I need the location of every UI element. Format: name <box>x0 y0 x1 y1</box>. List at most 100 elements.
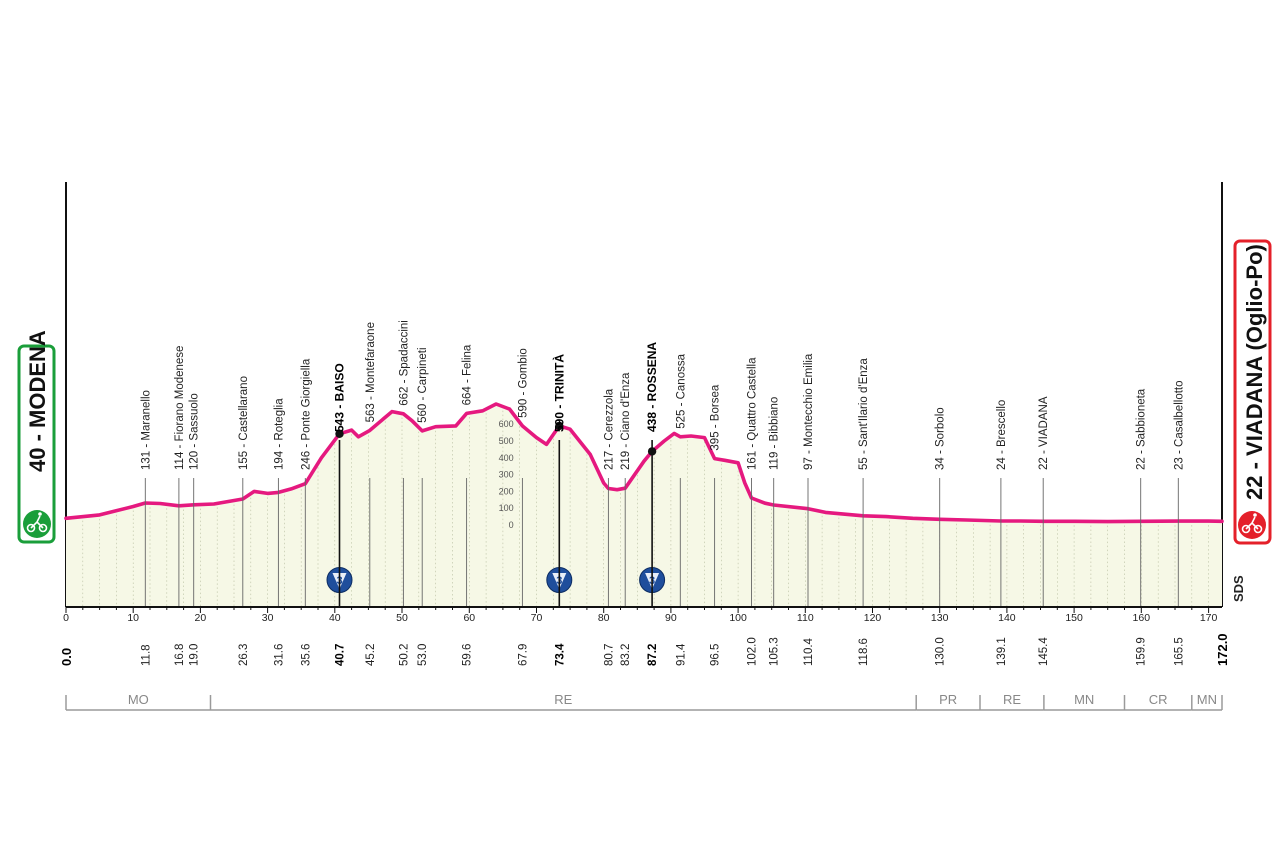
region-label: MN <box>1197 692 1217 707</box>
altitude-tick-label: 400 <box>499 453 514 463</box>
start-label: 40 - MODENA <box>25 330 50 472</box>
distance-tick-label: 50 <box>396 612 408 624</box>
waypoint-km-label: 96.5 <box>710 644 722 666</box>
waypoint-km-label: 118.6 <box>858 638 870 666</box>
finish-cyclist-icon <box>1238 511 1266 539</box>
waypoint-label: 114 - Fiorano Modenese <box>174 346 186 470</box>
regions-layer: MO RE PR RE MN CR MN <box>65 692 1223 711</box>
waypoint-km-label: 159.9 <box>1136 637 1148 666</box>
altitude-tick-label: 600 <box>499 419 514 429</box>
waypoint-label: 34 - Sorbolo <box>935 407 947 470</box>
waypoint-label: 219 - Ciano d'Enza <box>620 372 632 470</box>
distance-tick-label: 140 <box>998 612 1016 624</box>
waypoint-label: 97 - Montecchio Emilia <box>803 353 815 470</box>
waypoint-km-label: 105.3 <box>769 637 781 666</box>
sponsor-mark: SDS <box>1231 575 1246 602</box>
start-cyclist-head <box>38 512 42 516</box>
distance-tick-label: 70 <box>531 612 543 624</box>
waypoint-km-label: 80.7 <box>603 644 615 666</box>
waypoint-km-label: 110.4 <box>803 637 815 666</box>
distance-tick-label: 160 <box>1133 612 1151 624</box>
profile-area-fill <box>66 404 1222 607</box>
distance-axis-layer: 0 10 20 30 40 50 60 70 80 90 100 110 120 130 140 150 160… <box>63 606 1222 624</box>
waypoint-km-label: 73.4 <box>554 643 566 666</box>
waypoint-label: 217 - Cerezzola <box>603 388 615 470</box>
altitude-tick-label: 100 <box>499 503 514 513</box>
region-label: MO <box>128 692 149 707</box>
altitude-tick-label: 300 <box>499 470 514 480</box>
waypoint-label: 22 - Sabbioneta <box>1136 388 1148 470</box>
finish-cyclist-body <box>1245 516 1259 530</box>
distance-tick-label: 10 <box>127 612 139 624</box>
waypoint-km-label: 40.7 <box>335 644 347 666</box>
distance-tick-label: 0 <box>63 612 69 624</box>
waypoint-label: 194 - Roteglia <box>273 398 285 470</box>
start-cyclist-body <box>30 515 44 529</box>
waypoint-km-label: 91.4 <box>675 643 687 666</box>
waypoint-km-label: 59.6 <box>462 644 474 666</box>
waypoint-label: 22 - VIADANA <box>1038 396 1050 470</box>
distance-tick-label: 150 <box>1065 612 1083 624</box>
altitude-scale-layer: 0 100 200 300 400 500 600 <box>499 419 514 530</box>
waypoint-km-label: 19.0 <box>189 644 201 666</box>
waypoint-km-label: 145.4 <box>1038 637 1050 666</box>
finish-label: 22 - VIADANA (Oglio-Po) <box>1242 244 1267 500</box>
altitude-tick-label: 500 <box>499 436 514 446</box>
waypoint-label: 161 - Quattro Castella <box>747 357 759 470</box>
vertical-grid-layer <box>82 406 1209 607</box>
distance-tick-label: 90 <box>665 612 677 624</box>
waypoint-km-label: 26.3 <box>238 644 250 666</box>
start-cyclist-wheel-right <box>38 523 48 533</box>
finish-badge: 22 - VIADANA (Oglio-Po) <box>1233 239 1272 545</box>
waypoint-label: 119 - Bibbiano <box>769 397 781 470</box>
waypoint-km-label: 165.5 <box>1173 637 1185 666</box>
waypoint-km-label: 87.2 <box>647 644 659 666</box>
region-label: RE <box>1003 692 1021 707</box>
start-cyclist-wheel-left <box>26 523 36 533</box>
waypoint-label: 664 - Felina <box>462 344 474 405</box>
distance-tick-label: 40 <box>329 612 341 624</box>
waypoint-label: 246 - Ponte Giorgiella <box>300 358 312 470</box>
waypoint-label: 525 - Canossa <box>675 353 687 428</box>
waypoint-label: 24 - Brescello <box>996 400 1008 470</box>
distance-tick-label: 120 <box>864 612 882 624</box>
waypoint-label: 120 - Sassuolo <box>189 393 201 470</box>
distance-tick-label: 80 <box>598 612 610 624</box>
waypoint-km-label: 67.9 <box>517 644 529 666</box>
waypoint-km-label: 83.2 <box>620 644 632 666</box>
waypoint-km-label: 11.8 <box>140 644 152 666</box>
waypoint-km-layer: 11.8 16.8 19.0 26.3 31.6 35.6 40.7 45.2 50.2 53.0… <box>140 637 1185 666</box>
waypoint-label: 563 - Montefaraone <box>365 322 377 422</box>
waypoint-label: 590 - TRINITÀ <box>551 354 566 432</box>
climb-summit-dot <box>335 429 344 438</box>
distance-tick-label: 20 <box>195 612 207 624</box>
waypoint-label: 23 - Casalbellotto <box>1173 381 1185 471</box>
finish-cyclist-head <box>1253 513 1257 517</box>
distance-tick-label: 170 <box>1200 612 1218 624</box>
climb-summit-dot <box>555 421 564 431</box>
start-cyclist-icon <box>23 510 51 538</box>
altitude-tick-label: 0 <box>509 520 514 530</box>
waypoint-km-label: 35.6 <box>300 644 312 666</box>
waypoint-label: 662 - Spadaccini <box>398 320 410 406</box>
waypoint-label: 131 - Maranello <box>140 390 152 470</box>
waypoint-km-label: 50.2 <box>398 644 410 666</box>
distance-tick-label: 100 <box>729 612 747 624</box>
altitude-tick-label: 200 <box>499 486 514 496</box>
waypoint-label: 395 - Borsea <box>710 384 722 450</box>
distance-tick-label: 110 <box>797 612 814 624</box>
start-badge-frame <box>17 344 56 544</box>
profile-fill-layer <box>66 404 1222 607</box>
total-distance-label: 172.0 <box>1215 633 1230 666</box>
region-label: MN <box>1074 692 1094 707</box>
waypoint-label: 560 - Carpineti <box>417 347 429 422</box>
waypoint-label: 438 - ROSSENA <box>645 342 659 432</box>
waypoint-km-label: 130.0 <box>935 637 947 666</box>
start-badge: 40 - MODENA <box>17 330 56 544</box>
waypoint-km-label: 53.0 <box>417 644 429 666</box>
finish-cyclist-wheel-right <box>1253 524 1263 534</box>
waypoint-km-label: 102.0 <box>747 637 759 666</box>
profile-line <box>64 402 1224 524</box>
start-distance-label: 0.0 <box>59 648 74 666</box>
